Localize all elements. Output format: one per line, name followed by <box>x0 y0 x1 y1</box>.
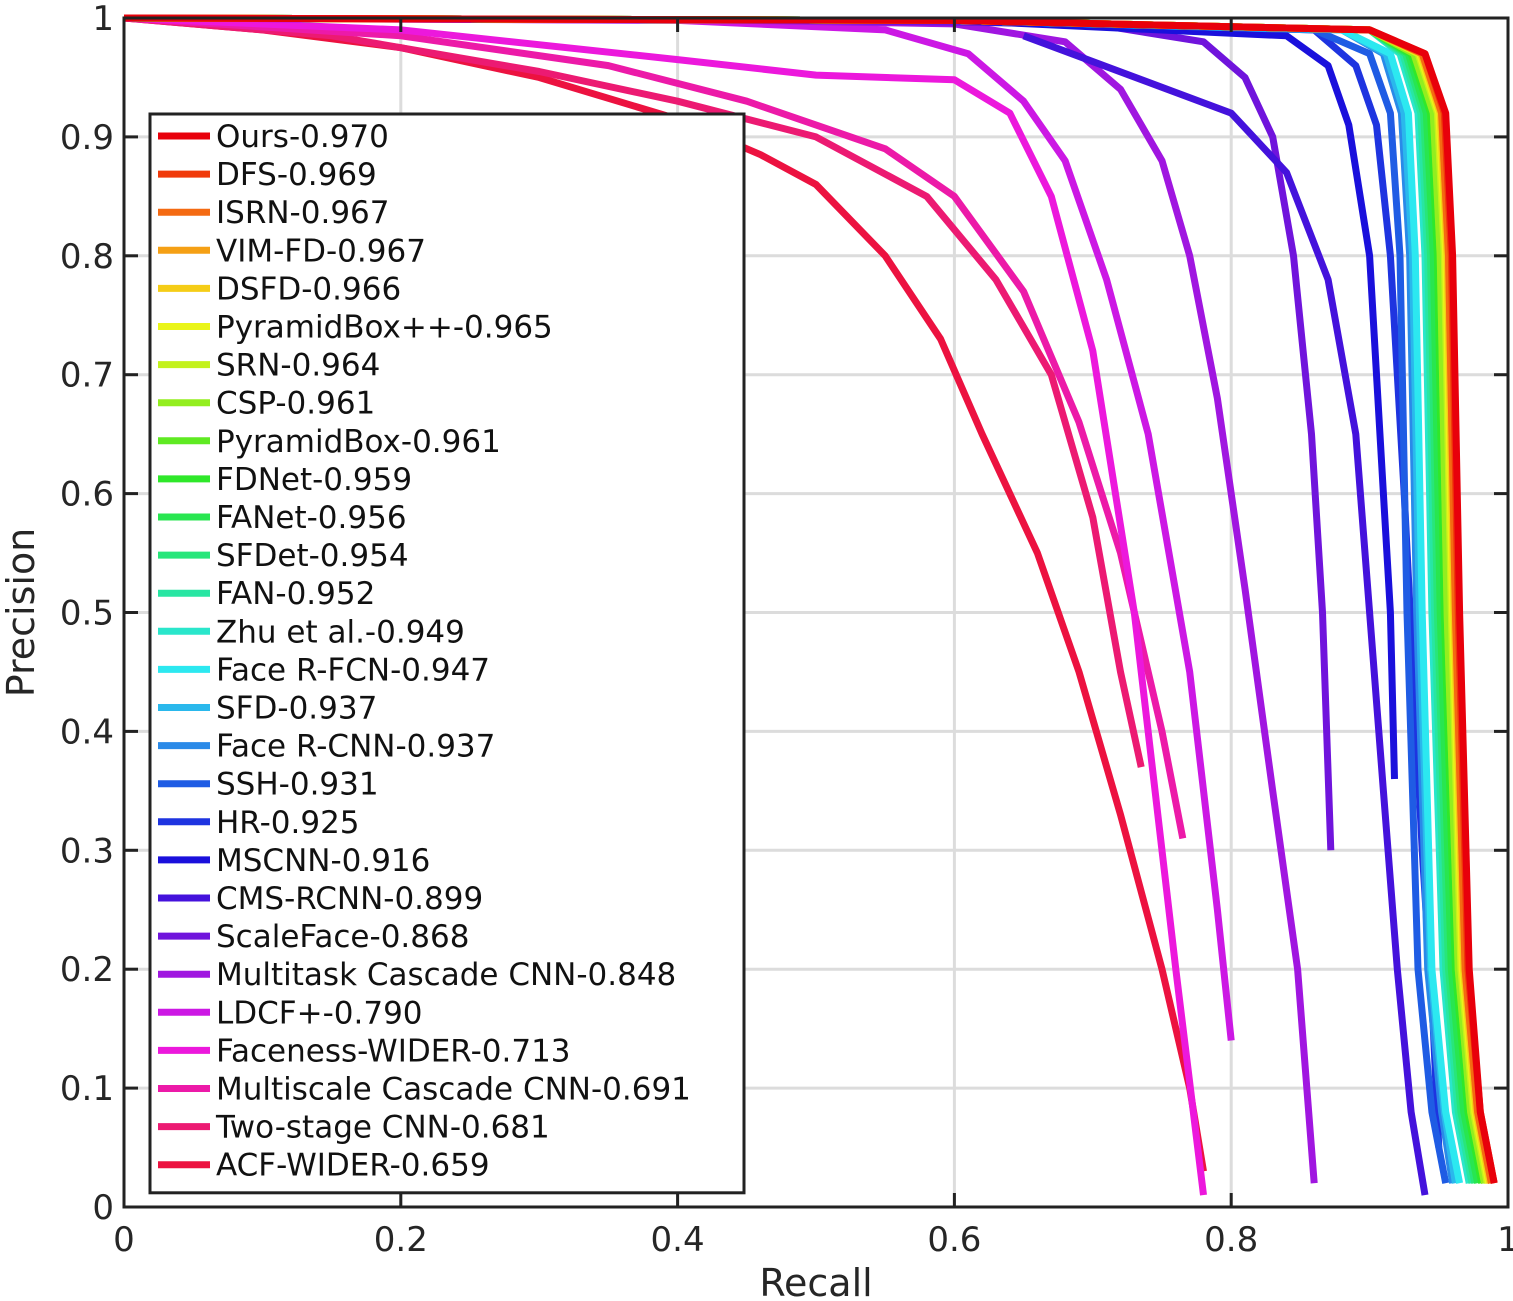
x-tick-label: 0 <box>113 1220 135 1260</box>
x-tick-label: 0.4 <box>651 1220 705 1260</box>
series-line-26 <box>123 14 1145 768</box>
legend-entry: ScaleFace-0.868 <box>216 919 469 955</box>
y-axis-title: Precision <box>0 528 43 698</box>
legend-entry: Two-stage CNN-0.681 <box>215 1110 550 1146</box>
series-line-24 <box>123 14 1207 1196</box>
legend-entry: SFDet-0.954 <box>216 538 409 574</box>
legend-entry: SSH-0.931 <box>216 767 379 803</box>
x-tick-label: 1 <box>1497 1220 1513 1260</box>
legend-entry: FDNet-0.959 <box>216 462 412 498</box>
legend-entry: Zhu et al.-0.949 <box>216 614 465 650</box>
y-tick-label: 0.8 <box>60 237 114 277</box>
series-line-20 <box>1022 32 1429 1196</box>
legend-entry: FAN-0.952 <box>216 576 375 612</box>
legend-entry: ISRN-0.967 <box>216 195 389 231</box>
legend: Ours-0.970DFS-0.969ISRN-0.967VIM-FD-0.96… <box>148 112 746 1195</box>
y-tick-label: 0.4 <box>60 712 114 752</box>
legend-entry: PyramidBox-0.961 <box>216 424 501 460</box>
y-tick-label: 0.1 <box>60 1069 114 1109</box>
x-axis-title: Recall <box>759 1261 872 1301</box>
axis-ticks: 0 0.2 0.4 0.6 0.8 1 0 0.1 0.2 0.3 0.4 0.5 0.6 0.7 0.8 0… <box>60 0 1513 1260</box>
legend-entry: Face R-CNN-0.937 <box>216 729 495 765</box>
legend-entry: Multitask Cascade CNN-0.848 <box>216 957 676 993</box>
legend-entry: VIM-FD-0.967 <box>216 233 426 269</box>
legend-entry: FANet-0.956 <box>216 500 407 536</box>
y-tick-label: 0.2 <box>60 950 114 990</box>
legend-entry: SFD-0.937 <box>216 691 377 727</box>
legend-entry: Faceness-WIDER-0.713 <box>216 1033 571 1069</box>
y-tick-label: 0.5 <box>60 594 114 634</box>
legend-entry: SRN-0.964 <box>216 348 380 384</box>
legend-entry: DSFD-0.966 <box>216 271 401 307</box>
y-tick-label: 0.6 <box>60 475 114 515</box>
y-tick-label: 0.3 <box>60 831 114 871</box>
legend-entry: ACF-WIDER-0.659 <box>216 1148 490 1184</box>
series-line-23 <box>123 14 1235 1041</box>
legend-entry: Face R-FCN-0.947 <box>216 652 490 688</box>
series-line-0 <box>123 14 1498 1184</box>
legend-entry: LDCF+-0.790 <box>216 995 423 1031</box>
series-curves <box>123 14 1498 1196</box>
legend-entry: DFS-0.969 <box>216 157 377 193</box>
legend-entry: PyramidBox++-0.965 <box>216 310 553 346</box>
legend-entry: HR-0.925 <box>216 805 360 841</box>
legend-entry: Ours-0.970 <box>216 119 389 155</box>
y-tick-label: 0.9 <box>60 118 114 158</box>
legend-entry: CSP-0.961 <box>216 386 375 422</box>
legend-box <box>148 112 746 1195</box>
legend-entry: Multiscale Cascade CNN-0.691 <box>216 1072 691 1108</box>
y-tick-label: 0 <box>92 1188 114 1228</box>
y-tick-label: 1 <box>92 0 114 39</box>
x-tick-label: 0.8 <box>1204 1220 1258 1260</box>
x-tick-label: 0.2 <box>374 1220 428 1260</box>
legend-entry: MSCNN-0.916 <box>216 843 430 879</box>
legend-entry: CMS-RCNN-0.899 <box>216 881 483 917</box>
y-tick-label: 0.7 <box>60 356 114 396</box>
x-tick-label: 0.6 <box>927 1220 981 1260</box>
